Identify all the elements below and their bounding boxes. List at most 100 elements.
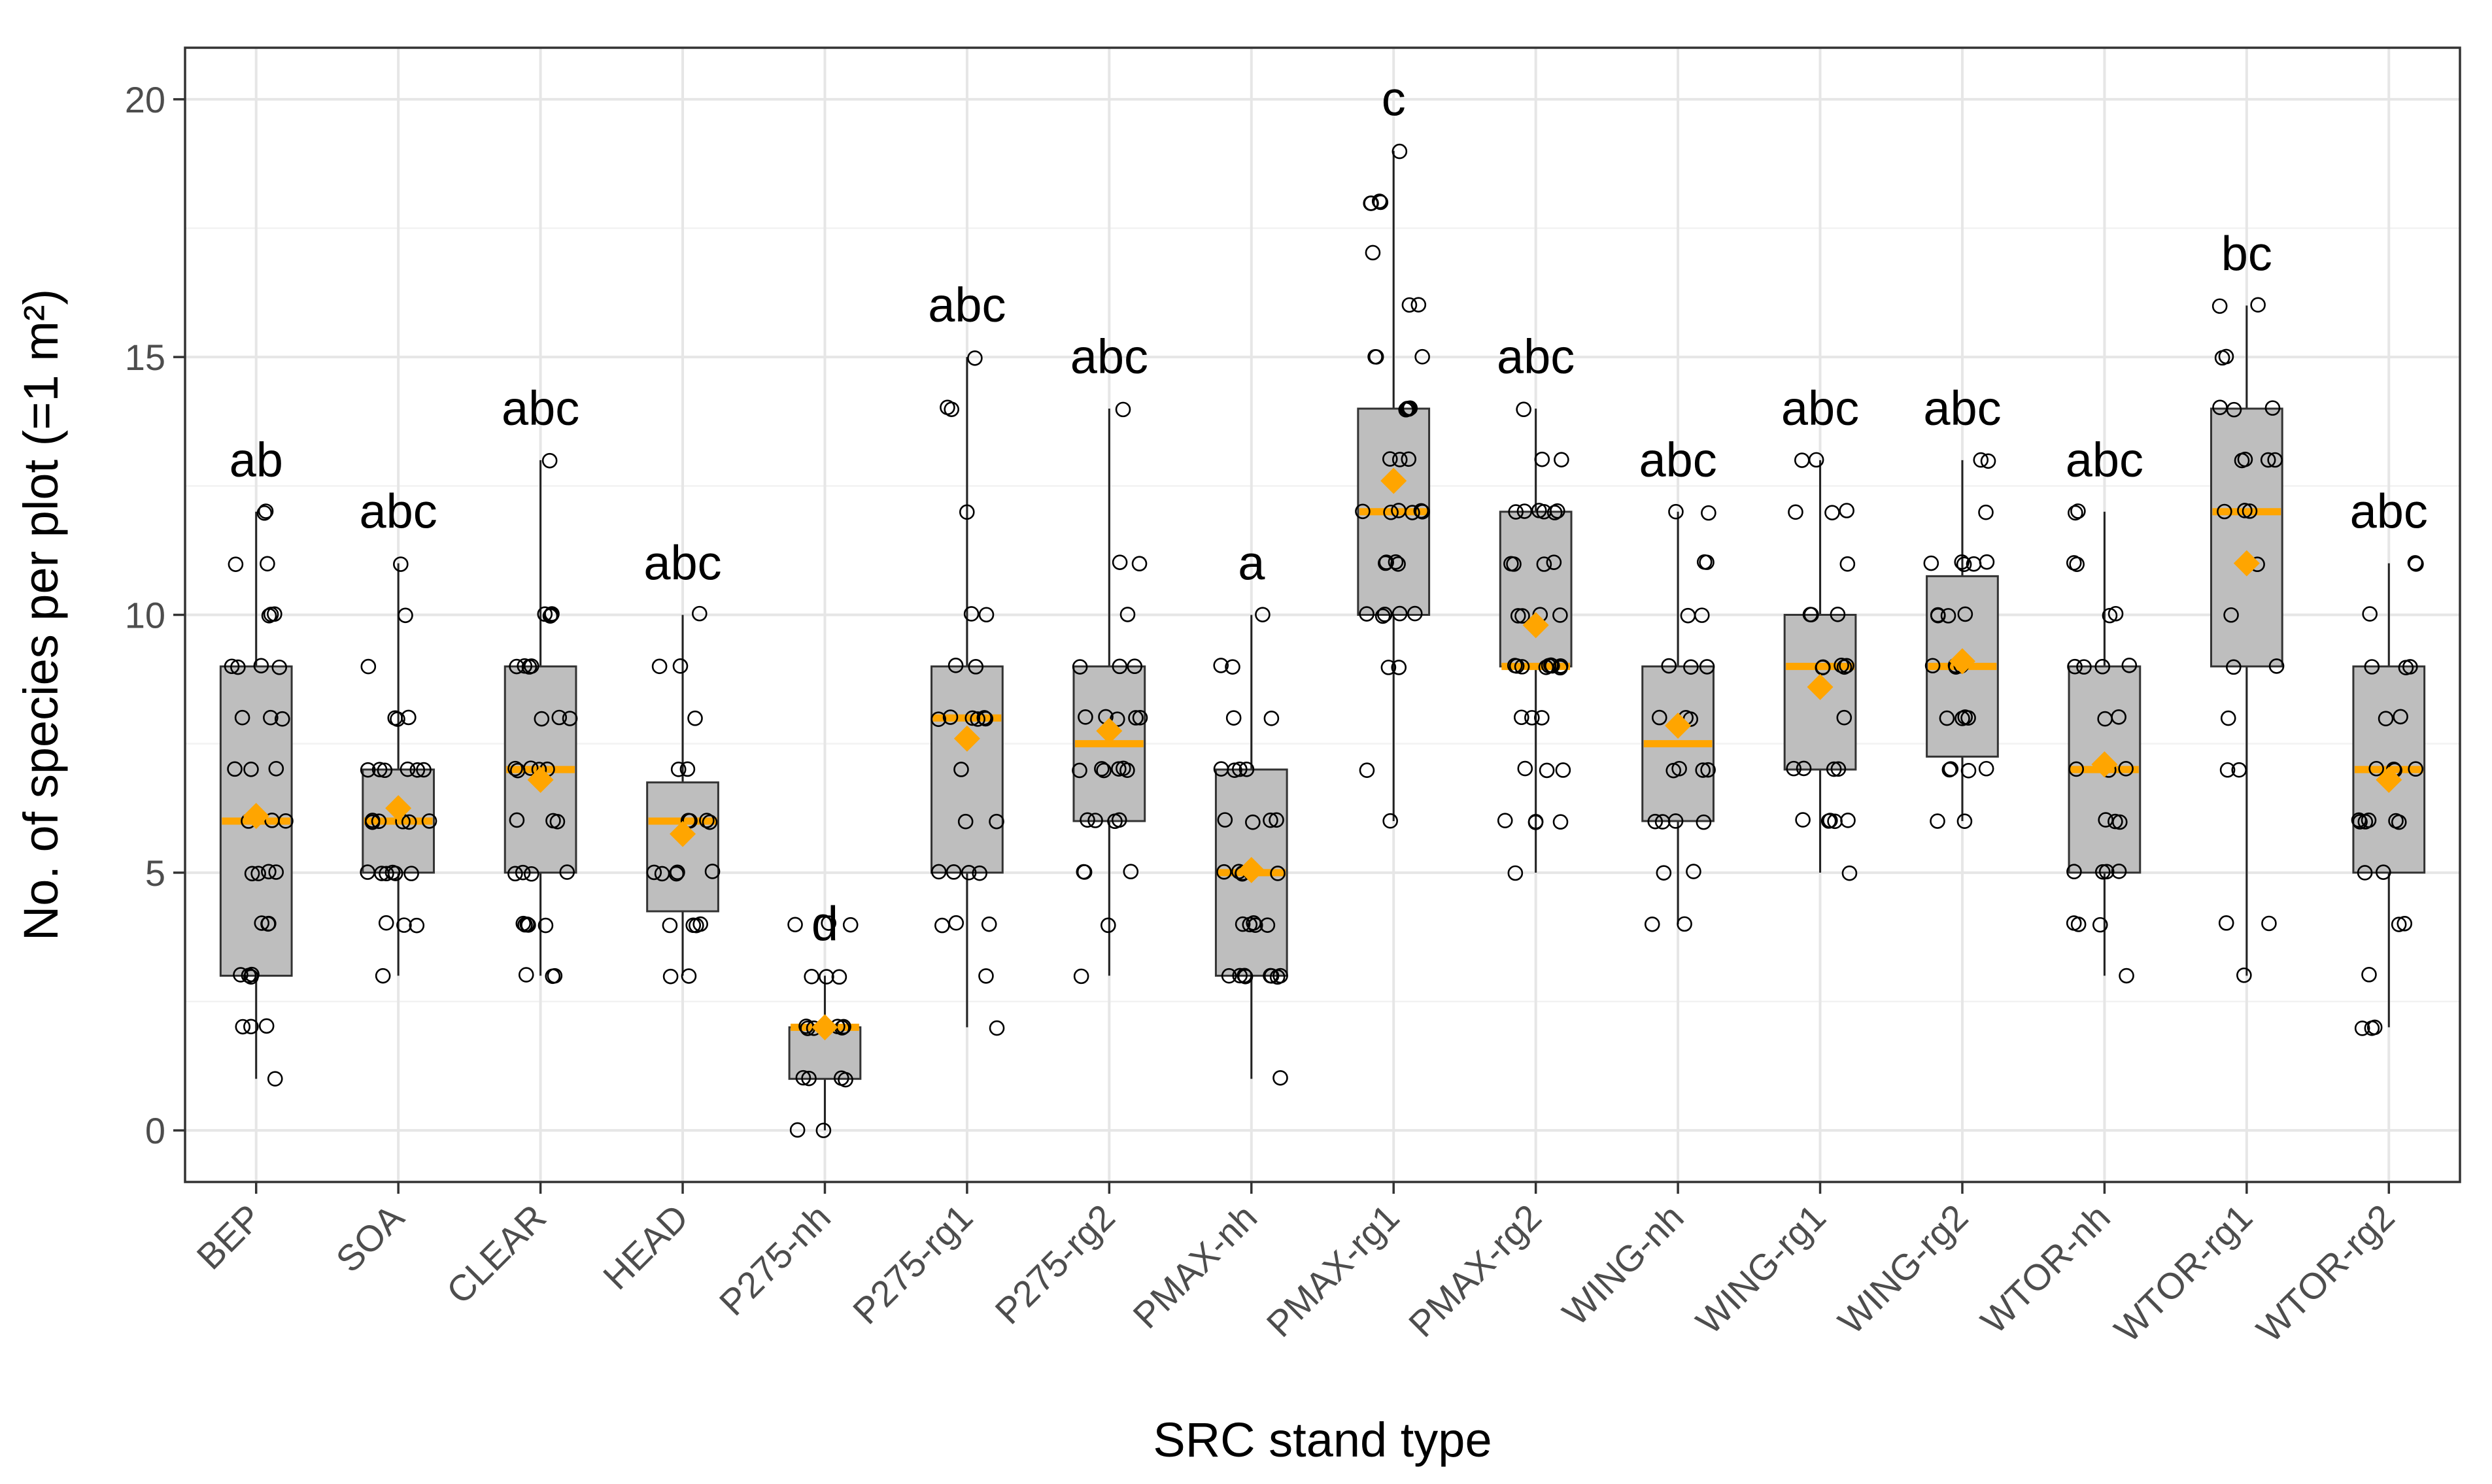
- group-letter-BEP: ab: [230, 433, 283, 487]
- data-point: [1235, 916, 1251, 932]
- data-point: [2098, 812, 2114, 828]
- data-point: [1836, 709, 1852, 726]
- data-point: [403, 866, 419, 881]
- data-point: [1101, 917, 1116, 934]
- data-point: [976, 710, 993, 726]
- data-point: [228, 556, 244, 572]
- data-point: [1213, 761, 1229, 777]
- data-point: [371, 762, 388, 777]
- data-point: [961, 865, 977, 881]
- data-point: [507, 866, 523, 882]
- data-point: [541, 452, 558, 469]
- data-point: [509, 812, 525, 828]
- mean-marker-PMAX-rg2: [1522, 612, 1549, 639]
- data-point: [702, 814, 718, 830]
- data-point: [522, 760, 539, 776]
- data-point: [2068, 761, 2085, 777]
- data-point: [2108, 813, 2123, 830]
- data-point: [230, 659, 246, 675]
- data-point: [1355, 503, 1371, 520]
- data-point: [1388, 554, 1404, 570]
- y-tick-label: 15: [125, 337, 165, 378]
- data-point: [967, 350, 983, 366]
- data-point: [692, 916, 708, 932]
- data-point: [261, 864, 277, 880]
- data-point: [948, 915, 964, 931]
- data-point: [534, 711, 550, 727]
- data-point: [1128, 710, 1144, 726]
- data-point: [981, 916, 997, 932]
- data-point: [1232, 761, 1248, 777]
- group-letter-HEAD: abc: [643, 536, 721, 590]
- data-point: [2357, 865, 2373, 881]
- group-letter-PMAX-nh: a: [1238, 536, 1265, 590]
- data-point: [384, 864, 401, 881]
- data-point: [1656, 865, 1672, 881]
- data-point: [243, 762, 259, 777]
- data-point: [704, 864, 721, 879]
- mean-marker-CLEAR: [527, 766, 554, 793]
- data-point: [1654, 814, 1671, 830]
- data-point: [1217, 812, 1233, 828]
- data-point: [1378, 555, 1393, 571]
- data-point: [1237, 968, 1252, 984]
- box-WTOR-rg1: [2210, 407, 2283, 667]
- data-point: [1072, 659, 1088, 675]
- data-point: [364, 813, 381, 828]
- data-point: [1956, 556, 1972, 572]
- data-point: [1517, 760, 1533, 777]
- data-point: [1359, 762, 1375, 779]
- data-point: [1232, 968, 1248, 984]
- data-point: [2226, 401, 2242, 418]
- data-point: [692, 605, 708, 622]
- data-point: [1549, 503, 1565, 519]
- data-point: [2231, 762, 2247, 778]
- y-tick-label: 5: [145, 852, 165, 894]
- data-point: [1073, 968, 1089, 985]
- mean-marker-WTOR-rg1: [2233, 550, 2260, 577]
- data-point: [254, 915, 270, 931]
- data-point: [538, 917, 554, 934]
- data-point: [957, 813, 974, 830]
- data-point: [2219, 762, 2236, 778]
- data-point: [2361, 967, 2377, 983]
- data-point: [1119, 607, 1136, 622]
- data-point: [360, 658, 377, 675]
- x-tick-label: PMAX-rg2: [1401, 1196, 1549, 1345]
- data-point: [1694, 607, 1710, 623]
- data-point: [537, 606, 553, 622]
- data-point: [2267, 452, 2283, 468]
- data-point: [2391, 917, 2407, 932]
- data-point: [1513, 709, 1529, 726]
- data-point: [545, 813, 561, 829]
- data-point: [2237, 503, 2253, 518]
- data-point: [687, 710, 703, 726]
- data-point: [2070, 503, 2086, 519]
- data-point: [1503, 556, 1519, 572]
- x-tick-label: P275-nh: [711, 1196, 838, 1323]
- data-point: [2236, 967, 2252, 983]
- x-tick-label: SOA: [328, 1196, 412, 1280]
- data-point: [1834, 658, 1849, 673]
- data-point: [1367, 348, 1383, 365]
- data-point: [1795, 812, 1811, 828]
- mean-marker-PMAX-rg1: [1380, 467, 1407, 494]
- data-point: [978, 711, 994, 727]
- data-point: [795, 1070, 811, 1086]
- data-point: [947, 658, 964, 673]
- data-point: [224, 658, 240, 675]
- data-point: [2214, 350, 2230, 366]
- data-point: [1546, 554, 1562, 570]
- data-point: [1683, 659, 1699, 675]
- x-axis: BEP SOA CLEAR HEAD P275-nh P275-rg1 P275-rg2 PM…: [188, 1182, 2402, 1350]
- data-point: [801, 1070, 817, 1087]
- data-point: [2407, 555, 2423, 571]
- data-point: [398, 607, 413, 624]
- data-point: [1382, 813, 1398, 829]
- data-point: [2111, 864, 2127, 879]
- data-point: [274, 711, 290, 727]
- data-point: [1978, 504, 1994, 520]
- data-point: [2250, 297, 2266, 313]
- data-point: [1786, 760, 1801, 777]
- data-point: [234, 709, 250, 726]
